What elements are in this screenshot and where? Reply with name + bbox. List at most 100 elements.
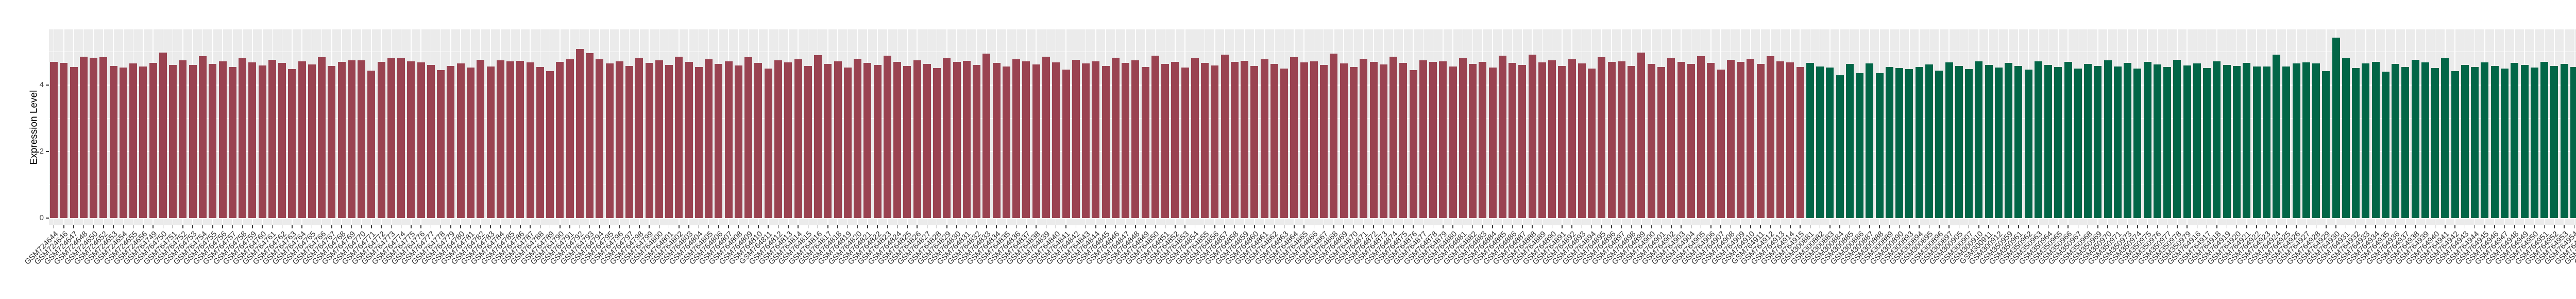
expression-bar [1389, 56, 1398, 218]
x-tick [1651, 225, 1652, 228]
expression-bar [2233, 66, 2241, 218]
expression-bar [109, 65, 117, 218]
expression-bar [1241, 60, 1249, 218]
x-tick [1184, 225, 1185, 228]
expression-bar [1707, 63, 1715, 218]
expression-bar [1221, 55, 1229, 218]
expression-bar [2312, 63, 2320, 218]
expression-bar [347, 60, 355, 218]
expression-bar [2054, 67, 2062, 218]
x-tick [2415, 225, 2416, 228]
x-tick [1502, 225, 1503, 228]
expression-bar [358, 60, 366, 218]
x-tick [2315, 225, 2317, 228]
expression-bar [1151, 55, 1159, 218]
x-tick [1641, 225, 1642, 228]
expression-bar [2332, 37, 2340, 218]
expression-bar [586, 53, 594, 218]
x-tick [1660, 225, 1662, 228]
expression-bar [2371, 61, 2380, 218]
x-tick [2008, 225, 2009, 228]
x-tick [946, 225, 947, 228]
x-tick [748, 225, 749, 228]
x-tick [1413, 225, 1414, 228]
x-tick [1403, 225, 1404, 228]
expression-bar [2104, 60, 2112, 218]
y-tick-label: 2 [39, 147, 44, 156]
x-tick [1790, 225, 1791, 228]
expression-bar [2381, 71, 2389, 218]
x-tick [1462, 225, 1464, 228]
x-tick [2474, 225, 2476, 228]
expression-bar [218, 61, 227, 218]
x-tick [1621, 225, 1622, 228]
expression-bar [1756, 63, 1765, 218]
x-tick [63, 225, 64, 228]
x-tick [1472, 225, 1473, 228]
x-tick [1204, 225, 1206, 228]
expression-bar [169, 64, 177, 218]
x-tick [2494, 225, 2495, 228]
expression-bar [2203, 68, 2211, 218]
expression-bar [1101, 65, 1110, 218]
expression-bar [1052, 62, 1060, 218]
x-tick [1313, 225, 1315, 228]
x-tick [629, 225, 630, 228]
x-tick [1541, 225, 1543, 228]
expression-bar [129, 63, 138, 218]
x-tick [1264, 225, 1265, 228]
x-tick [1581, 225, 1583, 228]
expression-bar [962, 60, 971, 218]
expression-bar [1379, 64, 1387, 218]
expression-bar [665, 64, 673, 218]
x-tick [520, 225, 521, 228]
expression-bar [79, 57, 88, 218]
x-tick [1819, 225, 1821, 228]
x-tick [1363, 225, 1364, 228]
expression-bar [1449, 66, 1457, 218]
x-tick [2107, 225, 2108, 228]
expression-bar [1598, 57, 1606, 218]
expression-bar [2560, 63, 2568, 218]
expression-bar [1866, 63, 1874, 218]
x-tick [2058, 225, 2059, 228]
expression-bar [1488, 67, 1497, 218]
x-tick [2276, 225, 2277, 228]
expression-bar [2113, 66, 2122, 218]
expression-bar [903, 65, 911, 218]
expression-bar [2273, 54, 2281, 218]
expression-bar [209, 64, 217, 218]
x-tick [400, 225, 402, 228]
x-tick [1303, 225, 1304, 228]
x-tick [1809, 225, 1811, 228]
expression-bar [526, 62, 534, 218]
x-tick [2395, 225, 2396, 228]
x-tick [1343, 225, 1344, 228]
x-tick [1571, 225, 1572, 228]
expression-bar [268, 59, 276, 218]
x-tick [351, 225, 352, 228]
expression-bar [2520, 64, 2529, 218]
x-tick [1770, 225, 1771, 228]
x-tick [143, 225, 144, 228]
x-tick [1045, 225, 1047, 228]
x-tick [1522, 225, 1523, 228]
expression-bar [1985, 65, 1993, 218]
x-tick [2504, 225, 2505, 228]
expression-bar [2173, 59, 2181, 218]
expression-bar [1607, 62, 1616, 218]
x-tick [2445, 225, 2446, 228]
x-tick [2147, 225, 2148, 228]
x-tick [192, 225, 193, 228]
x-tick [2524, 225, 2525, 228]
y-tick [46, 151, 49, 152]
expression-bar [863, 62, 872, 218]
expression-bar [2223, 65, 2231, 218]
expression-bar [1409, 70, 1417, 218]
expression-bar [566, 59, 574, 218]
x-tick [272, 225, 273, 228]
x-tick [679, 225, 680, 228]
x-tick [698, 225, 700, 228]
expression-bar [199, 56, 207, 218]
x-tick [2067, 225, 2069, 228]
